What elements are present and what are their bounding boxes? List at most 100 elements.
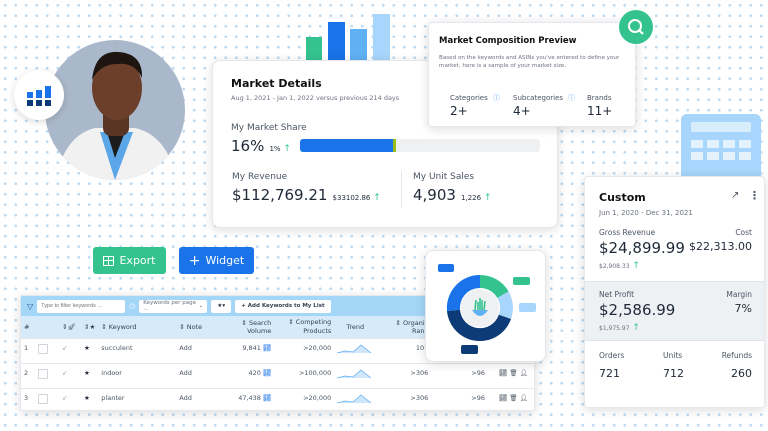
row-checkbox[interactable]: [35, 337, 59, 363]
filter-icon[interactable]: ▽: [27, 301, 34, 311]
donut-segment-blue: [446, 274, 480, 311]
col-star[interactable]: ⇕★: [84, 322, 96, 331]
arrow-up-icon: ↑: [370, 193, 381, 203]
user-icon[interactable]: 👤︎: [519, 368, 528, 377]
plus-icon: +: [188, 252, 201, 269]
stat-value: 2+: [450, 104, 468, 118]
decorative-bar-chart: [306, 10, 392, 62]
export-label: Export: [119, 254, 156, 267]
legend-pale-blue: [519, 303, 536, 312]
search-volume-cell: 420 📈︎: [216, 362, 275, 388]
arrow-up-icon: ↑: [629, 323, 640, 333]
row-number: 1: [21, 337, 35, 363]
divider: [401, 171, 402, 208]
chart-icon[interactable]: 📈︎: [499, 368, 508, 377]
rocket-icon[interactable]: ➶: [59, 387, 81, 410]
trend-sparkline: [334, 387, 377, 410]
keyword-table: # ⇕🚀︎ ⇕★ ⇕ Keyword ⇕ Note ⇕ Search Volum…: [21, 316, 534, 410]
filter-keywords-input[interactable]: [37, 299, 126, 313]
stat-categories: Categories ⓘ 2+: [450, 85, 500, 118]
legend-navy: [461, 345, 478, 354]
row-checkbox[interactable]: [35, 387, 59, 410]
star-icon[interactable]: ★: [81, 387, 99, 410]
keyword-cell[interactable]: indoor: [98, 362, 177, 388]
col-competing-products[interactable]: ⇕ Competing Products: [288, 318, 332, 335]
bar-blue: [328, 22, 345, 62]
info-icon[interactable]: ⓘ: [568, 94, 576, 102]
col-trend[interactable]: Trend: [346, 322, 365, 331]
units-label: Units: [663, 351, 683, 360]
search-button[interactable]: [619, 10, 653, 44]
stat-brands: Brands 11+: [587, 85, 612, 118]
bar-logo-icon: [27, 86, 51, 106]
actions-cell: >96 📈︎ 🗑︎ 👤︎: [431, 387, 534, 410]
chart-icon[interactable]: 📈︎: [263, 368, 272, 377]
row-checkbox[interactable]: [35, 362, 59, 388]
star-icon[interactable]: ★: [81, 337, 99, 363]
gross-revenue-label: Gross Revenue: [599, 228, 656, 237]
rocket-icon[interactable]: ➶: [59, 337, 81, 363]
donut-segment-green: [480, 275, 509, 298]
note-cell[interactable]: Add: [176, 387, 217, 410]
trash-icon[interactable]: 🗑︎: [509, 368, 518, 377]
clock-icon[interactable]: ◷: [129, 302, 136, 310]
chart-icon[interactable]: 📈︎: [263, 343, 272, 352]
keyword-cell[interactable]: planter: [98, 387, 177, 410]
legend-green: [513, 277, 530, 285]
rocket-icon[interactable]: ➶: [59, 362, 81, 388]
table-row[interactable]: 3 ➶ ★ planter Add 47,438 📈︎ >20,000 >306…: [21, 387, 534, 410]
market-share-change: 1%: [269, 145, 281, 153]
rank2-cell: >96: [471, 368, 485, 377]
col-keyword[interactable]: ⇕ Keyword: [101, 322, 137, 331]
col-search-volume[interactable]: ⇕ Search Volume: [241, 318, 272, 335]
col-number[interactable]: #: [24, 322, 30, 331]
note-cell[interactable]: Add: [176, 337, 217, 363]
cost-label: Cost: [735, 228, 752, 237]
margin-value: 7%: [734, 302, 752, 315]
net-profit-change: $1,975.97: [599, 325, 630, 332]
col-note[interactable]: ⇕ Note: [179, 322, 203, 331]
trash-icon[interactable]: 🗑︎: [509, 393, 518, 402]
star-filter-dropdown[interactable]: ★▾: [211, 299, 232, 313]
table-row[interactable]: 2 ➶ ★ indoor Add 420 📈︎ >100,000 >306 >9…: [21, 362, 534, 388]
organic-rank-cell: 107: [376, 337, 432, 363]
keyword-cell[interactable]: succulent: [98, 337, 177, 363]
per-page-select[interactable]: Keywords per page ... ⌄: [139, 299, 208, 313]
note-cell[interactable]: Add: [176, 362, 217, 388]
col-select[interactable]: [35, 316, 59, 338]
organic-rank-cell: >306: [376, 362, 432, 388]
widget-button[interactable]: + Widget: [179, 247, 254, 274]
margin-label: Margin: [726, 290, 752, 299]
date-range: Jun 1, 2020 - Dec 31, 2021: [599, 209, 693, 217]
market-share-value: 16%: [231, 137, 265, 155]
col-rocket[interactable]: ⇕🚀︎: [62, 322, 76, 331]
competing-products-cell: >20,000: [274, 387, 335, 410]
chart-icon[interactable]: 📈︎: [263, 393, 272, 402]
search-icon: [628, 19, 644, 35]
trend-sparkline: [334, 362, 377, 388]
col-organic-rank[interactable]: ⇕ Organic Rank: [395, 318, 429, 335]
star-icon[interactable]: ★: [81, 362, 99, 388]
table-toolbar: ▽ ◷ Keywords per page ...⌄ ★▾ + Add Keyw…: [21, 296, 534, 316]
info-icon[interactable]: ⓘ: [492, 94, 500, 102]
donut-chart-card: [425, 250, 546, 362]
chart-icon[interactable]: 📈︎: [499, 393, 508, 402]
add-keywords-button[interactable]: + Add Keywords to My List: [235, 299, 331, 313]
market-share-label: My Market Share: [231, 123, 307, 133]
export-button[interactable]: Export: [93, 247, 166, 274]
units-value: 712: [663, 367, 684, 380]
stat-label: Brands: [587, 94, 612, 102]
gross-revenue-value: $24,899.99: [599, 239, 685, 257]
user-icon[interactable]: 👤︎: [519, 393, 528, 402]
date-range: Aug 1, 2021 - Jan 1, 2022 versus previou…: [231, 94, 400, 102]
revenue-label: My Revenue: [232, 172, 288, 182]
person-photo: [45, 40, 185, 180]
external-link-icon[interactable]: ↗: [731, 190, 740, 201]
card-title: Market Composition Preview: [439, 36, 577, 46]
unit-sales-change: 1,226: [461, 194, 482, 202]
search-volume-cell: 47,438 📈︎: [216, 387, 275, 410]
competing-products-cell: >100,000: [274, 362, 335, 388]
arrow-up-icon: ↑: [481, 193, 492, 203]
stat-label: Categories: [450, 94, 488, 102]
more-options-icon[interactable]: ⋮: [749, 189, 760, 202]
